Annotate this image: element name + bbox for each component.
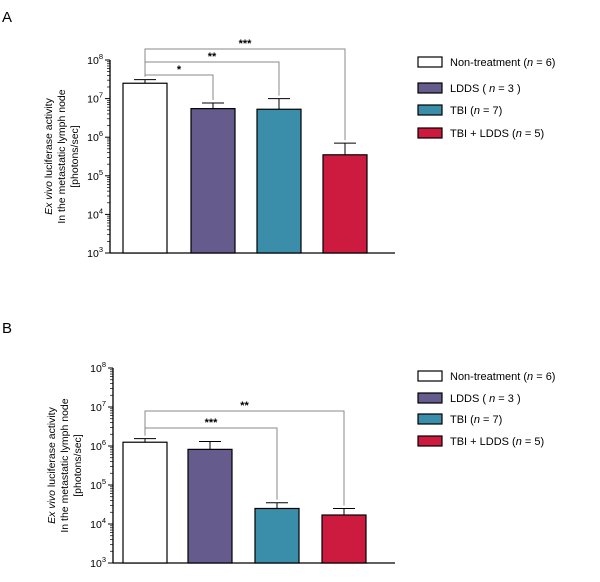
significance-label: **	[240, 400, 249, 412]
legend-label: TBI (n = 7)	[450, 414, 502, 426]
legend-swatch	[417, 435, 443, 447]
y-tick-label: 103	[90, 555, 106, 570]
y-tick-label: 104	[87, 206, 103, 221]
legend-label: TBI (n = 7)	[450, 105, 502, 117]
bar-tbi-ldds	[321, 514, 367, 564]
legend-swatch	[417, 413, 443, 425]
y-tick-label: 108	[90, 360, 106, 375]
y-tick-label: 105	[87, 168, 103, 183]
panel-letter: A	[2, 9, 12, 26]
significance-bracket	[144, 48, 346, 141]
legend-swatch	[417, 392, 443, 404]
legend-swatch	[417, 370, 443, 382]
legend-label: TBI + LDDS (n = 5)	[450, 128, 544, 140]
y-tick-label: 106	[87, 129, 103, 144]
legend-label: Non-treatment (n = 6)	[450, 371, 555, 383]
y-tick-label: 107	[90, 399, 106, 414]
bar-non-treatment	[122, 441, 168, 564]
legend-swatch	[417, 104, 443, 116]
significance-label: ***	[205, 417, 219, 429]
y-axis-label: Ex vivo luciferase activityIn the metast…	[46, 398, 84, 532]
y-tick-label: 103	[87, 245, 103, 260]
significance-label: *	[177, 64, 182, 76]
bar-ldds	[187, 448, 233, 564]
chart-panel-b: B Ex vivo luciferase activityIn the metas…	[2, 320, 555, 570]
bar-tbi	[254, 507, 300, 564]
y-tick-label: 106	[90, 438, 106, 453]
legend-swatch	[417, 127, 443, 139]
legend: Non-treatment (n = 6) LDDS ( n = 3 ) TBI (…	[417, 370, 555, 448]
bar-ldds	[190, 108, 236, 254]
legend-swatch	[417, 82, 443, 94]
y-tick-label: 107	[87, 91, 103, 106]
legend-swatch	[417, 56, 443, 68]
bar-tbi-ldds	[322, 154, 368, 254]
chart-panel-a: A Ex vivo luciferase activityIn the metas…	[2, 9, 555, 260]
bar-non-treatment	[122, 82, 168, 254]
y-tick-label: 104	[90, 516, 106, 531]
legend-label: Non-treatment (n = 6)	[450, 57, 555, 69]
significance-label: **	[208, 51, 217, 63]
panel-letter: B	[2, 320, 12, 337]
y-tick-label: 105	[90, 477, 106, 492]
legend-label: LDDS ( n = 3 )	[450, 83, 521, 95]
y-axis-label: Ex vivo luciferase activityIn the metast…	[43, 89, 81, 223]
y-tick-label: 108	[87, 52, 103, 67]
legend-label: LDDS ( n = 3 )	[450, 393, 521, 405]
bar-tbi	[256, 108, 302, 254]
legend-label: TBI + LDDS (n = 5)	[450, 436, 544, 448]
legend: Non-treatment (n = 6) LDDS ( n = 3 ) TBI (…	[417, 56, 555, 140]
significance-bracket	[144, 410, 345, 506]
significance-label: ***	[239, 38, 253, 50]
